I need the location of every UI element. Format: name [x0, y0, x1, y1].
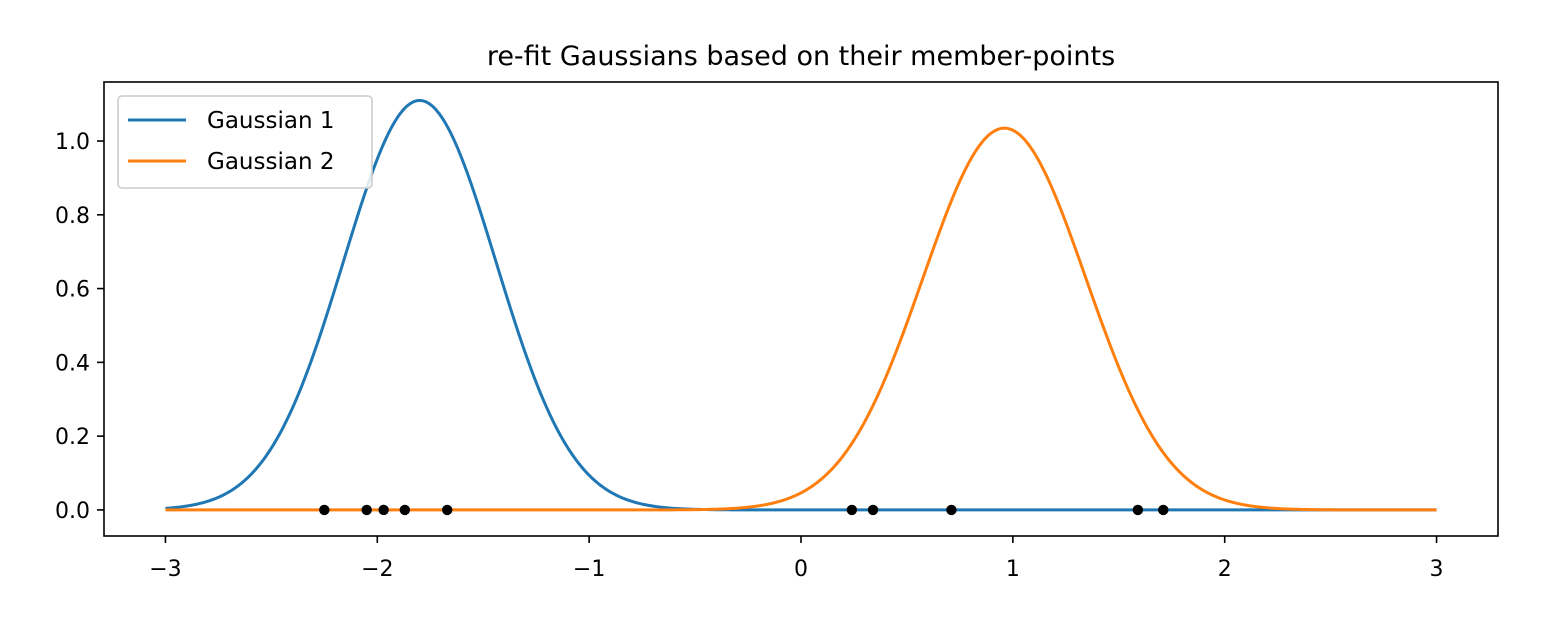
x-tick-label: 1 [1006, 557, 1020, 582]
data-point [378, 504, 389, 516]
data-point [442, 504, 453, 516]
legend: Gaussian 1 Gaussian 2 [117, 95, 373, 189]
x-axis: −3 −2 −1 0 1 2 3 [149, 536, 1444, 582]
data-point [319, 504, 330, 516]
data-point [946, 504, 957, 516]
data-point [846, 504, 858, 516]
x-tick-label: −1 [573, 557, 605, 582]
y-tick-label: 1.0 [55, 130, 90, 155]
y-tick-label: 0.0 [55, 499, 90, 524]
legend-label-gaussian-1: Gaussian 1 [207, 108, 334, 134]
y-tick-label: 0.6 [55, 278, 90, 303]
series-line-gaussian-2 [165, 126, 1437, 512]
data-point [361, 504, 372, 516]
data-point [399, 504, 411, 516]
y-tick-label: 0.8 [55, 204, 90, 229]
series-line-gaussian-1 [165, 98, 1437, 512]
x-tick-label: 0 [794, 557, 808, 582]
data-point [867, 504, 879, 516]
x-tick-label: −3 [149, 557, 181, 582]
x-tick-label: 3 [1430, 557, 1444, 582]
data-point [1158, 504, 1169, 516]
series-layer [165, 98, 1437, 512]
points-layer [319, 504, 1169, 516]
x-tick-label: 2 [1218, 557, 1232, 582]
y-tick-label: 0.2 [55, 425, 90, 450]
chart-title: re-fit Gaussians based on their member-p… [487, 41, 1115, 72]
y-tick-label: 0.4 [55, 351, 90, 376]
x-tick-label: −2 [361, 557, 393, 582]
data-point [1132, 504, 1144, 516]
legend-label-gaussian-2: Gaussian 2 [207, 149, 334, 175]
y-axis: 0.0 0.2 0.4 0.6 0.8 1.0 [55, 130, 104, 524]
